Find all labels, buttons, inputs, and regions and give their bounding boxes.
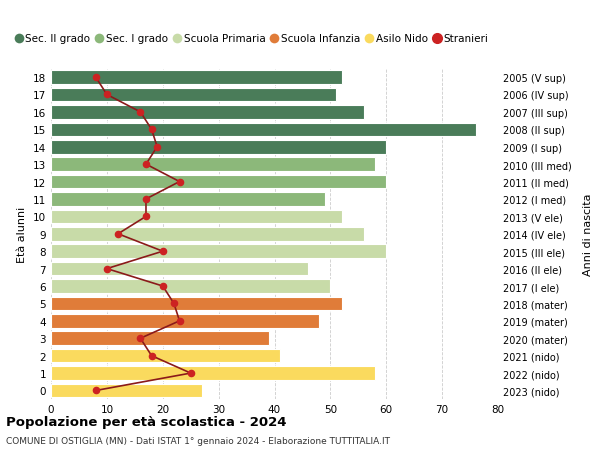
Point [141,161,151,168]
Bar [51,366,375,380]
Point [175,318,184,325]
Point [91,387,101,394]
Bar [51,158,375,172]
Bar [51,297,341,311]
Point [147,126,157,134]
Point [113,230,123,238]
Text: Popolazione per età scolastica - 2024: Popolazione per età scolastica - 2024 [6,415,287,428]
Bar [51,123,476,137]
Bar [51,245,386,258]
Bar [51,228,364,241]
Bar [51,314,319,328]
Point [169,300,179,308]
Bar [51,332,269,345]
Bar [51,106,364,119]
Point [102,92,112,99]
Bar [51,384,202,397]
Point [186,369,196,377]
Point [141,196,151,203]
Bar [51,193,325,206]
Point [147,352,157,359]
Bar [51,140,386,154]
Bar [51,262,308,276]
Bar [51,89,336,102]
Point [175,179,184,186]
Point [136,335,145,342]
Point [141,213,151,221]
Y-axis label: Età alunni: Età alunni [17,206,28,263]
Bar [51,349,280,363]
Legend: Sec. II grado, Sec. I grado, Scuola Primaria, Scuola Infanzia, Asilo Nido, Stran: Sec. II grado, Sec. I grado, Scuola Prim… [12,30,493,48]
Bar [51,210,341,224]
Point [152,144,162,151]
Point [136,109,145,116]
Point [158,283,167,290]
Bar [51,175,386,189]
Point [91,74,101,82]
Bar [51,71,341,84]
Point [102,265,112,273]
Text: COMUNE DI OSTIGLIA (MN) - Dati ISTAT 1° gennaio 2024 - Elaborazione TUTTITALIA.I: COMUNE DI OSTIGLIA (MN) - Dati ISTAT 1° … [6,436,390,445]
Bar [51,280,331,293]
Point [158,248,167,255]
Y-axis label: Anni di nascita: Anni di nascita [583,193,593,275]
